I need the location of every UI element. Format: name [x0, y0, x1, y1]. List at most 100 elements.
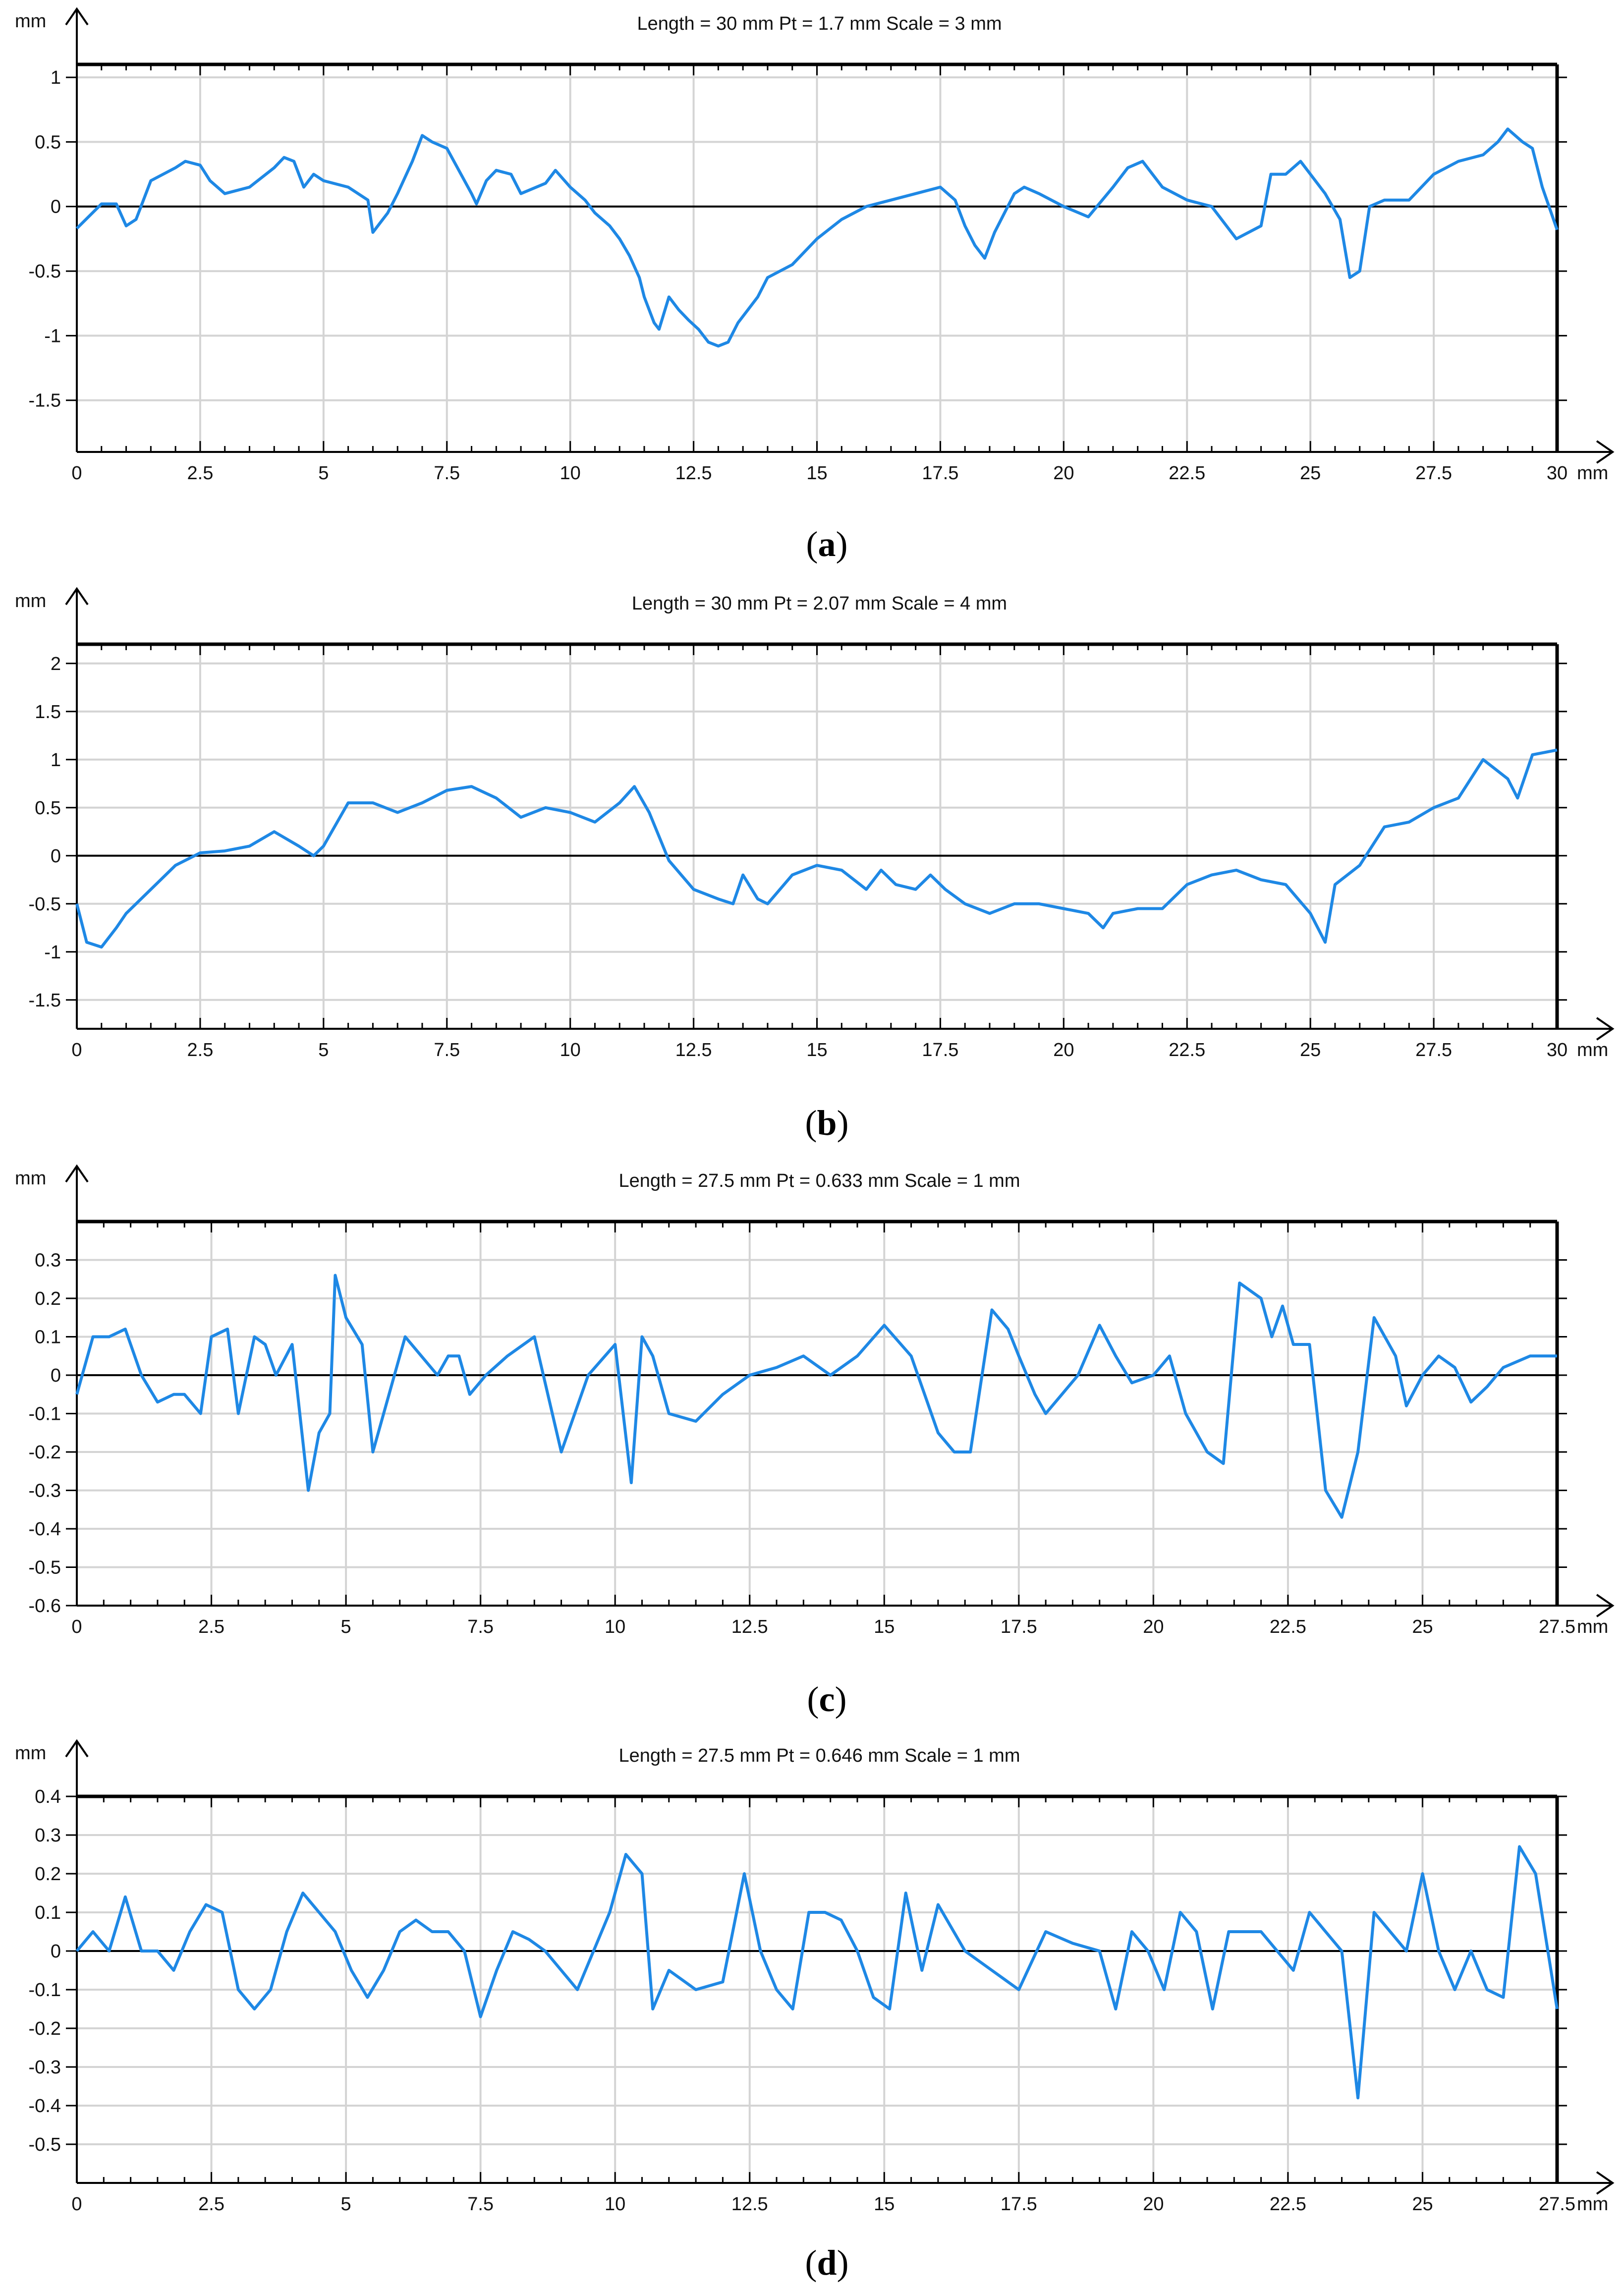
profile-line — [75, 1274, 1557, 1519]
caption-letter: c — [819, 1679, 835, 1719]
y-tick-label: -1.5 — [29, 390, 61, 411]
x-axis-arrow-icon — [1596, 1017, 1615, 1041]
y-tick-label: -0.5 — [29, 261, 61, 282]
x-tick-label: 15 — [806, 1040, 827, 1060]
y-tick-label: 0 — [51, 1365, 61, 1386]
x-tick-label: 22.5 — [1169, 463, 1205, 484]
x-tick-label: 25 — [1412, 1617, 1433, 1637]
x-tick-label: 27.5 — [1415, 463, 1452, 484]
x-tick-label: 17.5 — [1001, 1617, 1037, 1637]
x-tick-label: 5 — [341, 1617, 351, 1637]
chart-panel-a: 0 2.5 5 7.5 10 12.5 15 17.5 20 22.5 25 27.5 30 1 0.5 0 -… — [15, 7, 1615, 564]
y-tick-label: -1.5 — [29, 990, 61, 1011]
caption-close-paren: ) — [835, 1679, 846, 1719]
y-tick-label: -0.4 — [29, 1519, 61, 1540]
x-tick-label: 5 — [318, 463, 329, 484]
x-tick-label: 25 — [1300, 463, 1321, 484]
x-axis-arrow-icon — [1596, 2171, 1615, 2195]
x-tick-label: 25 — [1412, 2194, 1433, 2215]
y-tick-label: 0 — [51, 846, 61, 867]
x-tick-label: 20 — [1143, 2194, 1164, 2215]
chart-panel-d: 0 2.5 5 7.5 10 12.5 15 17.5 20 22.5 25 27.5 0.4 0.3 0.… — [15, 1739, 1615, 2283]
caption-close-paren: ) — [837, 1103, 849, 1143]
x-tick-label: 30 — [1547, 463, 1568, 484]
caption-open-paren: ( — [805, 1103, 817, 1143]
x-tick-label: 27.5 — [1415, 1040, 1452, 1060]
y-tick-label: -1 — [44, 942, 61, 963]
y-tick-label: -0.3 — [29, 2057, 61, 2078]
x-tick-label: 0 — [71, 2194, 82, 2215]
y-tick-label: -0.6 — [29, 1596, 61, 1617]
x-tick-label: 15 — [874, 1617, 895, 1637]
x-tick-label: 12.5 — [731, 2194, 768, 2215]
y-tick-label: 1 — [51, 750, 61, 771]
y-tick-label: -0.4 — [29, 2096, 61, 2117]
panel-caption: (b) — [805, 1103, 848, 1143]
y-tick-label: 0.3 — [35, 1250, 61, 1271]
x-tick-label: 0 — [71, 463, 82, 484]
x-tick-label: 0 — [71, 1617, 82, 1637]
x-tick-label: 25 — [1300, 1040, 1321, 1060]
caption-open-paren: ( — [805, 2243, 817, 2283]
x-tick-label: 10 — [605, 1617, 625, 1637]
x-tick-label: 12.5 — [675, 463, 712, 484]
panel-caption: (a) — [806, 524, 848, 564]
chart-panel-c: 0 2.5 5 7.5 10 12.5 15 17.5 20 22.5 25 27.5 0.3 0.2 0.… — [15, 1164, 1615, 1719]
y-tick-label: -0.5 — [29, 2134, 61, 2155]
x-tick-label: 12.5 — [675, 1040, 712, 1060]
y-axis-arrow-icon — [65, 1164, 89, 1183]
profile-line — [75, 127, 1559, 348]
y-unit-label: mm — [15, 591, 46, 612]
x-tick-label: 5 — [341, 2194, 351, 2215]
caption-open-paren: ( — [807, 1679, 819, 1719]
x-tick-label: 22.5 — [1270, 2194, 1306, 2215]
y-tick-label: 0.1 — [35, 1902, 61, 1923]
x-tick-label: 7.5 — [434, 1040, 460, 1060]
profile-line — [75, 1845, 1559, 2100]
y-tick-label: 0.5 — [35, 798, 61, 819]
x-tick-label: 15 — [874, 2194, 895, 2215]
x-tick-label: 2.5 — [198, 1617, 224, 1637]
y-unit-label: mm — [15, 1743, 46, 1764]
caption-close-paren: ) — [837, 2243, 849, 2283]
caption-close-paren: ) — [836, 524, 848, 564]
caption-open-paren: ( — [806, 524, 818, 564]
x-axis-arrow-icon — [1596, 440, 1615, 464]
x-tick-label: 17.5 — [922, 463, 958, 484]
x-unit-label: mm — [1577, 463, 1608, 484]
x-tick-label: 20 — [1053, 1040, 1074, 1060]
profile-line — [75, 748, 1558, 949]
x-tick-label: 2.5 — [187, 1040, 214, 1060]
x-tick-label: 15 — [806, 463, 827, 484]
x-tick-label: 10 — [605, 2194, 625, 2215]
y-tick-label: -0.1 — [29, 1404, 61, 1425]
x-tick-label: 5 — [318, 1040, 329, 1060]
x-tick-label: 22.5 — [1270, 1617, 1306, 1637]
y-tick-label: -0.1 — [29, 1980, 61, 2001]
y-axis-arrow-icon — [65, 7, 89, 26]
y-tick-label: -1 — [44, 326, 61, 346]
x-tick-label: 7.5 — [467, 2194, 494, 2215]
x-tick-label: 7.5 — [467, 1617, 494, 1637]
x-tick-label: 7.5 — [434, 463, 460, 484]
y-tick-label: 0.4 — [35, 1786, 61, 1807]
y-tick-label: -0.5 — [29, 894, 61, 915]
y-tick-label: 0 — [51, 1941, 61, 1962]
x-tick-label: 12.5 — [731, 1617, 768, 1637]
x-tick-label: 2.5 — [198, 2194, 224, 2215]
caption-letter: d — [817, 2243, 837, 2283]
y-axis-arrow-icon — [65, 587, 89, 606]
y-tick-label: 0.1 — [35, 1327, 61, 1348]
x-tick-label: 22.5 — [1169, 1040, 1205, 1060]
x-tick-label: 17.5 — [1001, 2194, 1037, 2215]
y-tick-label: -0.2 — [29, 1442, 61, 1463]
x-tick-label: 30 — [1547, 1040, 1568, 1060]
y-tick-label: -0.3 — [29, 1481, 61, 1502]
x-unit-label: mm — [1577, 2194, 1608, 2215]
y-axis-arrow-icon — [65, 1739, 89, 1758]
y-tick-label: -0.2 — [29, 2018, 61, 2039]
y-tick-label: -0.5 — [29, 1558, 61, 1578]
x-tick-label: 27.5 — [1539, 1617, 1575, 1637]
chart-title: Length = 30 mm Pt = 1.7 mm Scale = 3 mm — [637, 13, 1002, 34]
